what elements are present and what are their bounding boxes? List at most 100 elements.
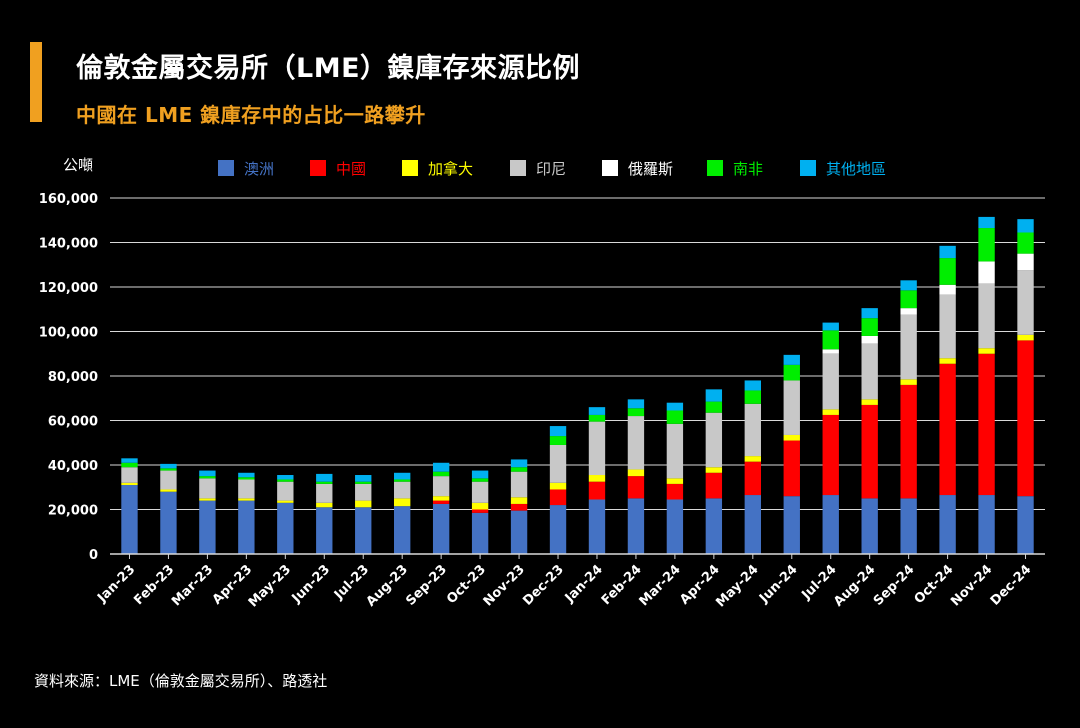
bar-stack-Mar-23 <box>199 470 216 554</box>
bar-segment-中國 <box>822 414 839 496</box>
bar-segment-其他地區 <box>1017 219 1034 233</box>
bar-segment-印尼 <box>939 294 956 359</box>
bar-stack-Jan-23 <box>121 458 138 554</box>
bar-stack-Jan-24 <box>588 407 606 554</box>
bar-segment-澳洲 <box>199 500 216 554</box>
bar-segment-中國 <box>510 503 528 511</box>
bar-stack-Oct-23 <box>471 470 489 554</box>
bar-segment-南非 <box>588 414 606 422</box>
bar-segment-南非 <box>861 318 878 336</box>
bar-stack-Feb-23 <box>160 463 177 554</box>
bar-segment-南非 <box>238 477 255 480</box>
bar-segment-中國 <box>705 472 723 499</box>
y-tick-label: 40,000 <box>48 459 98 474</box>
bar-segment-澳洲 <box>939 495 956 554</box>
legend-label-中國: 中國 <box>336 160 366 178</box>
bar-stack-Feb-24 <box>627 399 645 554</box>
bar-segment-印尼 <box>394 481 411 499</box>
bar-segment-俄羅斯 <box>822 349 839 354</box>
bar-segment-加拿大 <box>160 489 177 492</box>
bar-segment-加拿大 <box>627 469 645 477</box>
x-tick-label: Nov-24 <box>948 562 995 609</box>
legend-label-其他地區: 其他地區 <box>826 160 886 178</box>
bar-segment-其他地區 <box>160 463 177 469</box>
bar-segment-印尼 <box>471 481 489 503</box>
y-tick-label: 140,000 <box>39 237 98 252</box>
chart-subtitle: 中國在 LME 鎳庫存中的占比一路攀升 <box>76 103 426 127</box>
y-axis-ticks: 0 20,000 40,000 60,000 80,000 100,000 120,000 1… <box>39 192 98 563</box>
bar-stack-Nov-24 <box>978 216 995 554</box>
bar-segment-南非 <box>627 408 645 417</box>
bar-segment-印尼 <box>588 421 606 476</box>
bar-segment-其他地區 <box>277 475 294 480</box>
bar-segment-中國 <box>783 440 800 497</box>
bar-segment-中國 <box>432 500 450 504</box>
bar-segment-印尼 <box>744 403 761 457</box>
bar-segment-其他地區 <box>432 462 450 472</box>
legend-swatch-俄羅斯 <box>602 160 618 176</box>
x-tick-label: May-24 <box>713 562 761 610</box>
x-tick-label: Nov-23 <box>481 562 528 609</box>
bar-segment-澳洲 <box>822 495 839 554</box>
bar-stack-Sep-24 <box>900 280 917 554</box>
stacked-bar-chart: 澳洲 中國 加拿大 印尼 俄羅斯 南非 其他地區 公噸 0 20,000 40,000 60,00… <box>39 156 1045 611</box>
bar-segment-南非 <box>900 290 917 309</box>
bar-segment-南非 <box>549 436 567 445</box>
bar-segment-其他地區 <box>510 459 528 468</box>
bar-segment-其他地區 <box>783 354 800 365</box>
bar-segment-其他地區 <box>355 475 372 482</box>
bar-stack-Nov-23 <box>510 459 528 554</box>
bar-segment-澳洲 <box>121 485 138 554</box>
bar-segment-中國 <box>939 363 956 496</box>
bar-segment-俄羅斯 <box>1017 253 1034 271</box>
x-tick-label: Dec-23 <box>520 562 567 609</box>
bar-segment-其他地區 <box>471 470 489 479</box>
bar-segment-澳洲 <box>549 505 567 554</box>
bar-segment-印尼 <box>627 416 645 470</box>
bar-segment-印尼 <box>121 467 138 483</box>
bar-segment-澳洲 <box>861 498 878 554</box>
bar-segment-印尼 <box>900 314 917 380</box>
bar-segment-印尼 <box>160 470 177 490</box>
bar-stack-Jun-23 <box>316 473 333 554</box>
bar-segment-澳洲 <box>277 502 294 554</box>
bar-segment-南非 <box>199 476 216 479</box>
bar-segment-加拿大 <box>705 467 723 473</box>
bar-stack-Apr-23 <box>238 472 255 554</box>
bar-segment-澳洲 <box>627 498 645 554</box>
bar-stack-Apr-24 <box>705 389 723 554</box>
bar-segment-其他地區 <box>861 308 878 319</box>
bar-segment-印尼 <box>978 283 995 349</box>
title-accent-bar <box>30 42 42 122</box>
bar-segment-澳洲 <box>316 507 333 554</box>
bar-segment-南非 <box>666 410 684 424</box>
bar-segment-南非 <box>744 390 761 404</box>
bar-segment-南非 <box>510 467 528 472</box>
y-tick-label: 0 <box>89 548 98 563</box>
bar-segment-其他地區 <box>744 380 761 391</box>
bar-segment-加拿大 <box>861 399 878 405</box>
x-axis-ticks: Jan-23Feb-23Mar-23Apr-23May-23Jun-23Jul-… <box>94 554 1034 611</box>
bar-segment-俄羅斯 <box>939 284 956 295</box>
legend-label-俄羅斯: 俄羅斯 <box>628 160 673 178</box>
x-tick-label: Aug-23 <box>364 562 411 609</box>
x-tick-label: Jun-24 <box>756 562 800 606</box>
bar-segment-南非 <box>121 462 138 468</box>
bar-segment-加拿大 <box>471 502 489 510</box>
bar-segment-中國 <box>471 509 489 513</box>
bar-segment-其他地區 <box>939 245 956 259</box>
legend-swatch-加拿大 <box>402 160 418 176</box>
bar-segment-澳洲 <box>1017 496 1034 554</box>
bar-stack-Mar-24 <box>666 402 684 554</box>
bar-segment-俄羅斯 <box>978 261 995 284</box>
bar-segment-南非 <box>394 479 411 482</box>
bar-segment-加拿大 <box>822 409 839 415</box>
bar-segment-中國 <box>627 476 645 499</box>
bar-segment-印尼 <box>1017 270 1034 335</box>
bar-segment-印尼 <box>432 476 450 497</box>
x-tick-label: Sep-24 <box>871 562 918 609</box>
bar-segment-澳洲 <box>783 496 800 554</box>
bar-segment-澳洲 <box>238 500 255 554</box>
bar-segment-印尼 <box>355 483 372 501</box>
x-tick-label: Aug-24 <box>831 562 878 609</box>
